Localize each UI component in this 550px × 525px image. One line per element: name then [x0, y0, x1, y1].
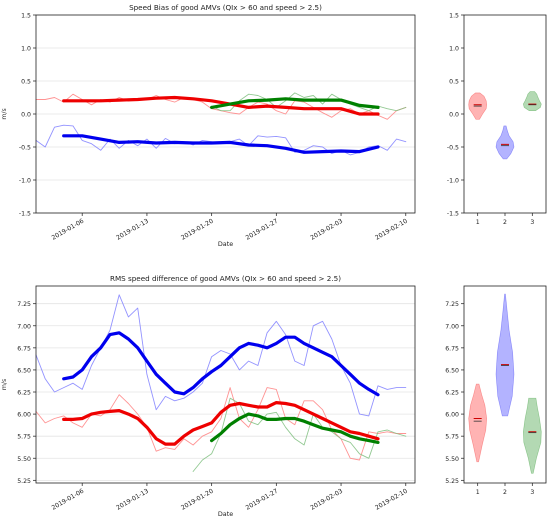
- plot-frame: [463, 285, 547, 484]
- y-tick-label: -1.5: [19, 211, 31, 218]
- y-tick-label: 6.00: [17, 412, 31, 419]
- y-axis-label: m/s: [1, 379, 8, 390]
- y-tick-label: 0.5: [21, 79, 31, 86]
- y-tick-label: 7.00: [445, 323, 459, 330]
- x-tick-label: 1: [476, 219, 480, 226]
- y-tick-label: 1.0: [21, 46, 31, 53]
- y-tick-label: -0.5: [19, 145, 31, 152]
- y-tick-label: 0.5: [449, 79, 459, 86]
- x-tick-label: 2: [503, 219, 507, 226]
- x-tick-label: 1: [476, 489, 480, 496]
- y-tick-label: -1.5: [447, 211, 459, 218]
- y-tick-label: 7.25: [445, 301, 459, 308]
- y-tick-label: -1.0: [19, 178, 31, 185]
- y-tick-label: 1.5: [21, 13, 31, 20]
- speed-bias-violin-chart: -1.5 -1.0 -0.5 0.0 0.5 1.0 1.5 1 2 3: [447, 13, 547, 226]
- y-tick-label: 5.50: [17, 456, 31, 463]
- violin-green: [522, 397, 542, 474]
- y-tick-label: 6.50: [17, 367, 31, 374]
- x-tick-label: 2019-01-13: [115, 488, 150, 512]
- y-tick-label: 0.0: [21, 112, 31, 119]
- violin-red: [468, 383, 488, 463]
- y-tick-label: 6.75: [445, 345, 459, 352]
- x-tick-label: 2019-02-03: [309, 488, 344, 512]
- y-tick-label: 6.00: [445, 412, 459, 419]
- y-tick-label: 1.0: [449, 46, 459, 53]
- x-tick-label: 2019-01-06: [51, 488, 86, 512]
- chart-title: Speed Bias of good AMVs (QIx > 60 and sp…: [129, 3, 322, 12]
- y-tick-label: 5.75: [17, 434, 31, 441]
- y-axis-label: m/s: [1, 108, 8, 119]
- x-tick-label: 2019-02-10: [374, 488, 409, 512]
- x-tick-label: 3: [530, 219, 534, 226]
- y-tick-label: 5.25: [445, 478, 459, 485]
- series-line-red-thick: [62, 95, 380, 116]
- series-line-blue-thick: [62, 331, 380, 397]
- y-tick-label: 7.25: [17, 301, 31, 308]
- y-tick-label: 6.75: [17, 345, 31, 352]
- rms-speed-chart: 5.25 5.50 5.75 6.00 6.25 6.50 6.75 7.00 7.25 2019…: [1, 274, 416, 518]
- y-tick-label: 1.5: [449, 13, 459, 20]
- series-line-green-thin: [192, 397, 407, 472]
- series-line-blue-thick: [62, 134, 380, 154]
- y-tick-label: -1.0: [447, 178, 459, 185]
- y-tick-label: 6.25: [17, 390, 31, 397]
- series-line-green-thick: [210, 97, 380, 110]
- violin-blue: [495, 293, 515, 417]
- violin-green: [522, 91, 542, 111]
- plot-frame: [35, 14, 416, 214]
- y-tick-label: 5.75: [445, 434, 459, 441]
- violin-blue: [495, 125, 515, 160]
- x-axis-label: Date: [218, 240, 233, 248]
- x-tick-label: 2019-01-06: [51, 218, 86, 242]
- x-tick-label: 2019-02-03: [309, 218, 344, 242]
- x-tick-label: 2019-01-20: [180, 488, 215, 512]
- y-tick-label: 7.00: [17, 323, 31, 330]
- y-tick-label: 6.50: [445, 367, 459, 374]
- y-tick-label: -0.5: [447, 145, 459, 152]
- series-line-red-thin: [35, 387, 407, 461]
- speed-bias-chart: -1.5 -1.0 -0.5 0.0 0.5 1.0 1.5 2019-01-06 2019-0…: [1, 3, 416, 248]
- x-tick-label: 2019-01-27: [245, 218, 280, 242]
- series-line-red-thick: [62, 401, 380, 446]
- y-tick-label: 0.0: [449, 112, 459, 119]
- chart-title: RMS speed difference of good AMVs (QIx >…: [110, 274, 341, 283]
- x-tick-label: 3: [530, 489, 534, 496]
- series-line-green-thick: [210, 412, 380, 444]
- y-tick-label: 5.25: [17, 478, 31, 485]
- rms-speed-violin-chart: 5.25 5.50 5.75 6.00 6.25 6.50 6.75 7.00 7.25 1 2 3: [445, 285, 547, 496]
- y-tick-label: 6.25: [445, 390, 459, 397]
- plot-frame: [35, 285, 416, 484]
- plot-frame: [463, 14, 547, 214]
- y-tick-label: 5.50: [445, 456, 459, 463]
- x-tick-label: 2019-01-13: [115, 218, 150, 242]
- x-axis-label: Date: [218, 510, 233, 518]
- x-tick-label: 2019-01-27: [245, 488, 280, 512]
- x-tick-label: 2: [503, 489, 507, 496]
- x-tick-label: 2019-02-10: [374, 218, 409, 242]
- series-line-blue-thin: [35, 294, 407, 417]
- x-tick-label: 2019-01-20: [180, 218, 215, 242]
